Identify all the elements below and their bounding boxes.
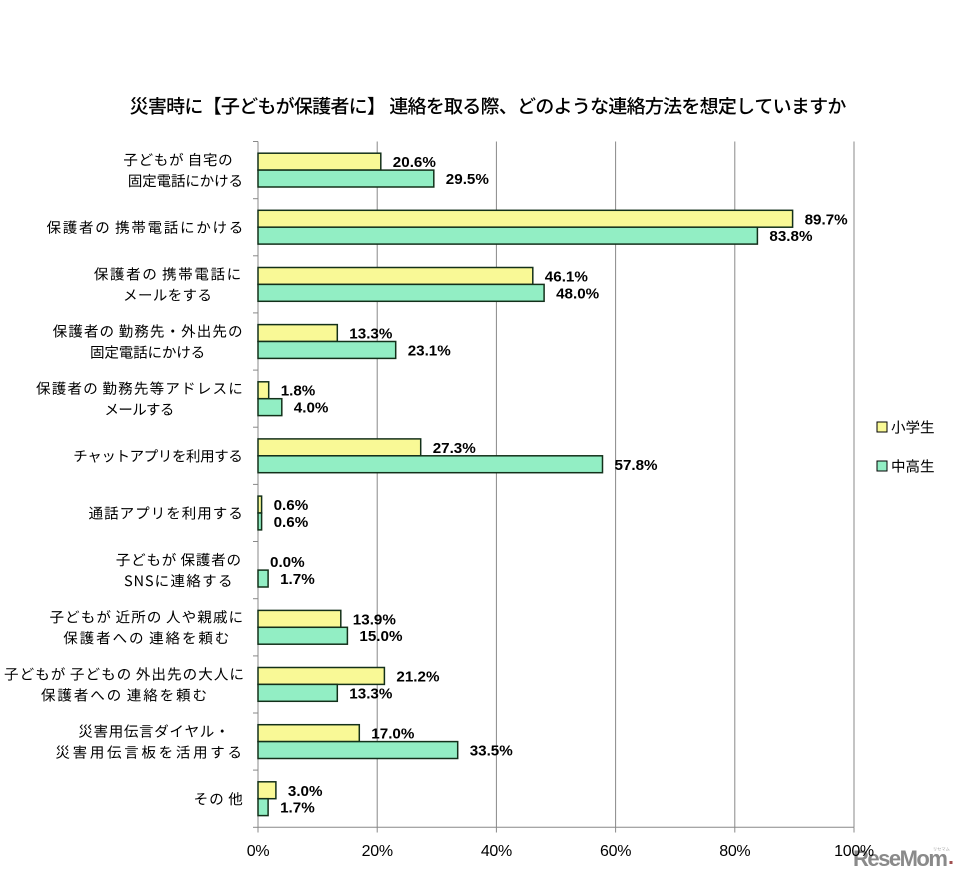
svg-text:0.6%: 0.6% <box>274 497 309 514</box>
svg-text:1.8%: 1.8% <box>281 383 316 400</box>
svg-text:1.7%: 1.7% <box>280 571 315 588</box>
svg-text:100%: 100% <box>834 843 874 860</box>
svg-text:20%: 20% <box>362 843 393 860</box>
svg-text:27.3%: 27.3% <box>433 440 477 457</box>
svg-text:60%: 60% <box>600 843 631 860</box>
svg-text:23.1%: 23.1% <box>408 343 452 360</box>
svg-text:29.5%: 29.5% <box>446 171 490 188</box>
svg-text:0.6%: 0.6% <box>274 514 309 531</box>
svg-text:ReseMom: ReseMom <box>853 846 947 871</box>
svg-text:89.7%: 89.7% <box>805 211 849 228</box>
svg-text:13.9%: 13.9% <box>353 611 397 628</box>
svg-text:80%: 80% <box>719 843 750 860</box>
svg-text:3.0%: 3.0% <box>288 783 323 800</box>
svg-text:46.1%: 46.1% <box>545 268 589 285</box>
svg-text:13.3%: 13.3% <box>349 326 393 343</box>
svg-text:4.0%: 4.0% <box>294 400 329 417</box>
svg-text:17.0%: 17.0% <box>371 726 415 743</box>
svg-text:0.0%: 0.0% <box>270 554 305 571</box>
svg-text:57.8%: 57.8% <box>615 457 659 474</box>
svg-text:20.6%: 20.6% <box>393 154 437 171</box>
svg-text:40%: 40% <box>481 843 512 860</box>
svg-text:33.5%: 33.5% <box>470 743 514 760</box>
svg-text:0%: 0% <box>247 843 270 860</box>
svg-text:83.8%: 83.8% <box>769 228 813 245</box>
svg-text:13.3%: 13.3% <box>349 685 393 702</box>
svg-text:48.0%: 48.0% <box>556 285 600 302</box>
svg-text:21.2%: 21.2% <box>396 669 440 686</box>
svg-text:15.0%: 15.0% <box>359 628 403 645</box>
svg-text:1.7%: 1.7% <box>280 800 315 817</box>
